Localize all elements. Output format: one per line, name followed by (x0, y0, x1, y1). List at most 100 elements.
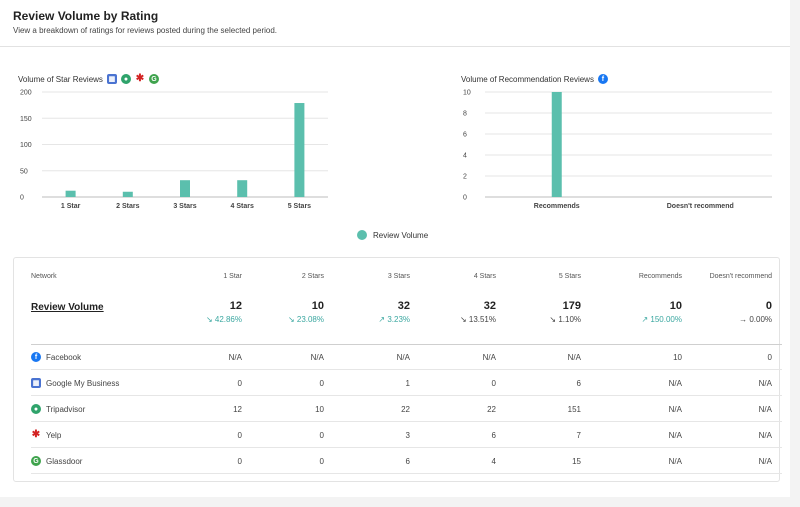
cell-4-stars: 22 (487, 404, 496, 414)
column-header-5-stars: 5 Stars (558, 272, 581, 280)
cell-doesnt-recommend: N/A (758, 456, 772, 466)
summary-delta: ↘ 42.86% (205, 315, 242, 324)
chart-bar (294, 103, 305, 197)
table-row: G Glassdoor 0 0 6 4 15 N/A N/A (14, 454, 781, 468)
column-header-4-stars: 4 Stars (473, 272, 496, 280)
summary-label[interactable]: Review Volume (31, 302, 104, 313)
star-chart-title-text: Volume of Star Reviews (18, 74, 103, 84)
row-divider (31, 473, 782, 474)
network-name-cell: ● Tripadvisor (31, 404, 85, 414)
star-chart-title: Volume of Star Reviews ▦ ● ✱ G (18, 74, 159, 84)
summary-col-3-stars: 32 ↗ 3.23% (378, 300, 410, 324)
summary-col-5-stars: 179 ↘ 1.10% (549, 300, 581, 324)
yelp-icon: ✱ (135, 73, 145, 84)
cell-5-stars: N/A (567, 352, 581, 362)
y-tick-label: 0 (463, 195, 467, 202)
table-header-row: Network 1 Star 2 Stars 3 Stars 4 Stars 5… (14, 270, 781, 282)
row-divider (31, 395, 782, 396)
chart-legend[interactable]: Review Volume (357, 230, 428, 240)
cell-2-stars: 0 (319, 456, 324, 466)
x-tick-label: 3 Stars (173, 203, 196, 210)
page-title: Review Volume by Rating (13, 9, 159, 23)
row-divider (31, 447, 782, 448)
cell-4-stars: 0 (491, 378, 496, 388)
cell-1-star: 0 (237, 456, 242, 466)
table-row: ▦ Google My Business 0 0 1 0 6 N/A N/A (14, 376, 781, 390)
y-tick-label: 0 (20, 195, 24, 202)
column-header-network: Network (31, 272, 57, 280)
yelp-icon: ✱ (31, 429, 41, 440)
cell-5-stars: 151 (567, 404, 581, 414)
y-tick-label: 4 (463, 153, 467, 160)
cell-recommends: N/A (668, 404, 682, 414)
google-my-business-icon: ▦ (106, 74, 117, 84)
summary-col-doesnt-recommend: 0 → 0.00% (739, 300, 772, 324)
cell-2-stars: 0 (319, 430, 324, 440)
facebook-icon: f (31, 352, 41, 362)
rec-chart-title: Volume of Recommendation Reviews f (461, 74, 608, 84)
y-tick-label: 2 (463, 174, 467, 181)
review-volume-table: Network 1 Star 2 Stars 3 Stars 4 Stars 5… (13, 257, 782, 482)
row-divider (31, 369, 782, 370)
header-divider (0, 46, 790, 47)
cell-recommends: N/A (668, 456, 682, 466)
network-name: Glassdoor (46, 456, 83, 466)
y-tick-label: 8 (463, 111, 467, 118)
network-name: Facebook (46, 352, 82, 362)
cell-1-star: N/A (228, 352, 242, 362)
recommendation-reviews-chart: 10 8 6 4 2 0 Recommends Doesn't recommend (463, 90, 772, 210)
column-header-1-star: 1 Star (223, 272, 242, 280)
network-name: Tripadvisor (46, 404, 86, 414)
cell-4-stars: 4 (491, 456, 496, 466)
cell-3-stars: 1 (405, 378, 410, 388)
cell-doesnt-recommend: N/A (758, 430, 772, 440)
cell-4-stars: 6 (491, 430, 496, 440)
x-tick-label: 4 Stars (231, 203, 254, 210)
y-tick-label: 150 (20, 116, 32, 123)
cell-2-stars: N/A (310, 352, 324, 362)
summary-delta: ↘ 23.08% (287, 315, 324, 324)
cell-1-star: 0 (237, 378, 242, 388)
column-header-2-stars: 2 Stars (301, 272, 324, 280)
summary-delta: ↗ 3.23% (378, 315, 410, 324)
summary-delta: → 0.00% (739, 315, 772, 324)
summary-col-recommends: 10 ↗ 150.00% (641, 300, 682, 324)
cell-2-stars: 0 (319, 378, 324, 388)
cell-5-stars: 7 (576, 430, 581, 440)
cell-doesnt-recommend: N/A (758, 378, 772, 388)
summary-value: 179 (562, 300, 581, 312)
network-name-cell: ▦ Google My Business (31, 378, 119, 388)
rec-chart-title-text: Volume of Recommendation Reviews (461, 74, 594, 84)
summary-col-4-stars: 32 ↘ 13.51% (460, 300, 496, 324)
cell-recommends: 10 (673, 352, 682, 362)
chart-bar (180, 180, 190, 197)
summary-value: 10 (311, 300, 324, 312)
cell-4-stars: N/A (482, 352, 496, 362)
summary-value: 32 (483, 300, 496, 312)
y-tick-label: 6 (463, 132, 467, 139)
glassdoor-icon: G (148, 74, 159, 84)
table-row: f Facebook N/A N/A N/A N/A N/A 10 0 (14, 350, 781, 364)
summary-delta: ↘ 13.51% (459, 315, 496, 324)
cell-recommends: N/A (668, 430, 682, 440)
column-header-3-stars: 3 Stars (387, 272, 410, 280)
network-name-cell: ✱ Yelp (31, 430, 61, 440)
tripadvisor-icon: ● (31, 404, 41, 414)
x-tick-label: 2 Stars (116, 203, 139, 210)
summary-col-1-star: 12 ↘ 42.86% (206, 300, 242, 324)
summary-value: 32 (397, 300, 410, 312)
column-header-recommends: Recommends (638, 272, 682, 280)
review-volume-panel: Review Volume by Rating View a breakdown… (0, 0, 790, 497)
table-row: ✱ Yelp 0 0 3 6 7 N/A N/A (14, 428, 781, 442)
legend-label: Review Volume (373, 230, 429, 240)
summary-delta: ↘ 1.10% (549, 315, 581, 324)
column-header-doesnt-recommend: Doesn't recommend (709, 272, 772, 280)
google-my-business-icon: ▦ (31, 378, 41, 388)
facebook-icon: f (597, 74, 608, 84)
tripadvisor-icon: ● (120, 74, 131, 84)
row-divider (31, 421, 782, 422)
summary-divider (31, 344, 782, 345)
summary-value: 10 (669, 300, 682, 312)
chart-bar (551, 92, 562, 197)
x-tick-label: Recommends (534, 203, 580, 210)
